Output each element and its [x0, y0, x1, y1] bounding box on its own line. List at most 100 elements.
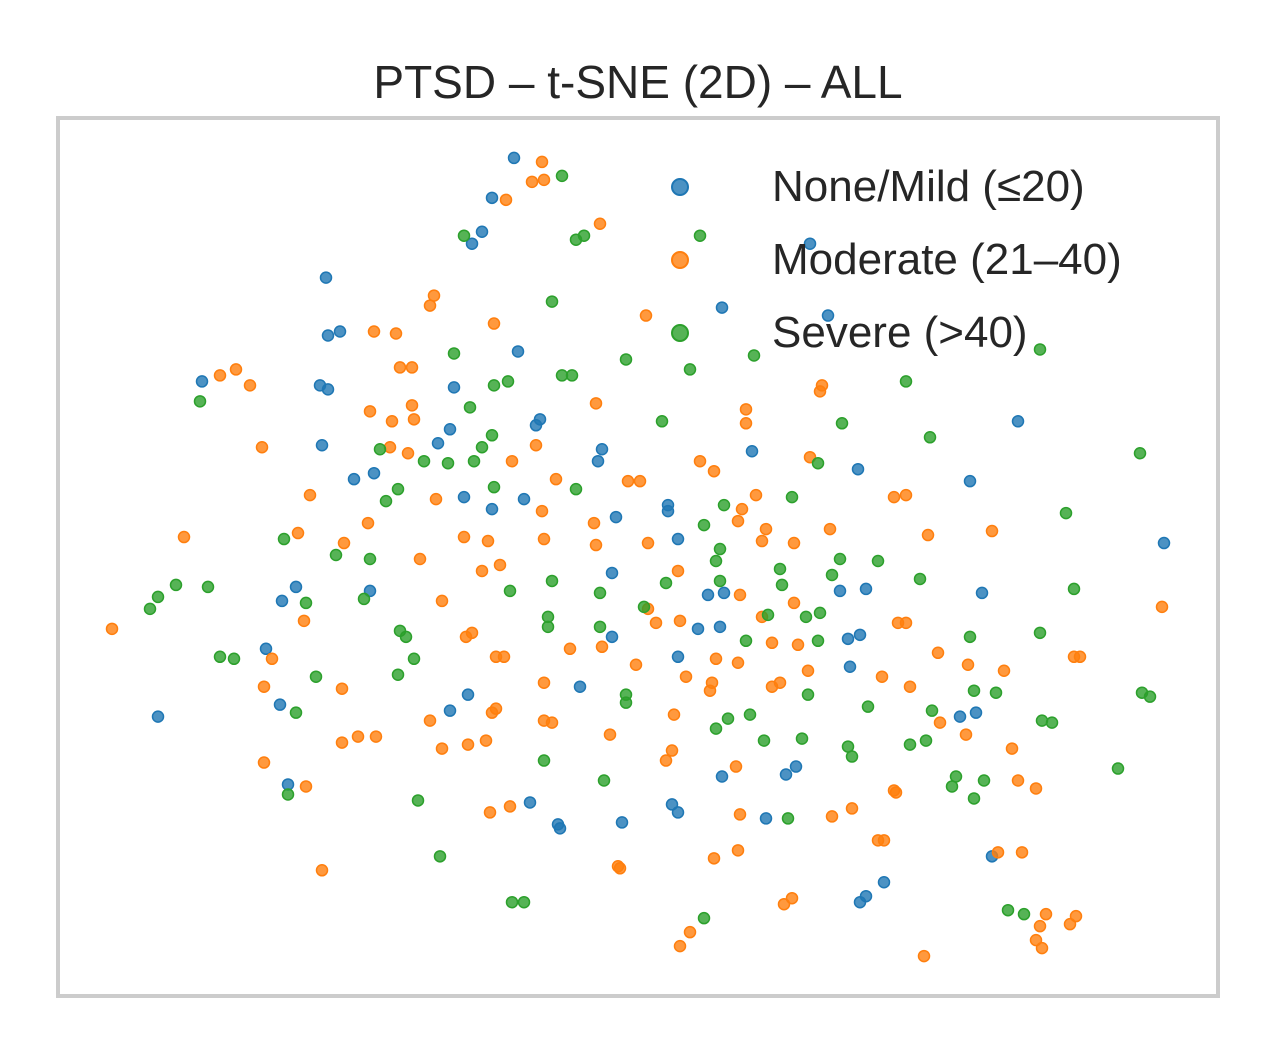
- data-point: [511, 345, 525, 358]
- data-point: [697, 911, 711, 925]
- data-point: [461, 688, 475, 701]
- data-point: [485, 502, 499, 516]
- data-point: [795, 732, 809, 745]
- data-point: [743, 708, 757, 721]
- data-point: [821, 309, 835, 322]
- data-point: [589, 538, 603, 552]
- data-point: [1111, 762, 1125, 775]
- data-point: [671, 564, 685, 578]
- data-point: [423, 714, 437, 727]
- data-point: [391, 482, 405, 496]
- data-point: [621, 474, 635, 488]
- data-point: [259, 642, 273, 656]
- data-point: [517, 492, 531, 506]
- data-point: [1017, 907, 1031, 921]
- data-point: [697, 518, 711, 532]
- data-point: [151, 710, 165, 723]
- data-point: [777, 897, 791, 911]
- data-point: [637, 600, 651, 614]
- data-point: [423, 299, 437, 312]
- data-point: [459, 630, 473, 644]
- data-point: [761, 608, 775, 622]
- data-point: [609, 510, 623, 524]
- data-point: [467, 454, 481, 468]
- data-point: [383, 441, 397, 454]
- data-point: [257, 680, 271, 693]
- data-point: [813, 385, 827, 398]
- data-point: [405, 361, 419, 374]
- data-point: [841, 632, 855, 646]
- data-point: [523, 796, 537, 809]
- data-point: [537, 173, 551, 187]
- data-point: [303, 488, 317, 502]
- data-point: [659, 576, 673, 590]
- data-point: [333, 325, 347, 338]
- data-point: [417, 454, 431, 468]
- data-point: [593, 586, 607, 600]
- data-point: [733, 588, 747, 602]
- data-point: [961, 658, 975, 672]
- data-point: [969, 706, 983, 719]
- data-point: [555, 169, 569, 183]
- data-point: [1035, 941, 1049, 955]
- data-point: [709, 722, 723, 735]
- data-point: [779, 768, 793, 781]
- data-point: [151, 590, 165, 604]
- data-point: [975, 586, 989, 600]
- data-point: [931, 646, 945, 660]
- data-point: [289, 706, 303, 719]
- data-point: [443, 704, 457, 717]
- data-point: [481, 534, 495, 548]
- data-point: [913, 572, 927, 586]
- data-point: [1015, 846, 1029, 859]
- data-point: [213, 369, 227, 382]
- data-point: [673, 614, 687, 628]
- data-point: [487, 480, 501, 494]
- data-point: [335, 736, 349, 749]
- data-point: [587, 516, 601, 530]
- data-point: [765, 636, 779, 650]
- data-point: [683, 925, 697, 939]
- data-point: [629, 658, 643, 672]
- data-point: [461, 738, 475, 751]
- data-point: [503, 800, 517, 813]
- data-point: [801, 688, 815, 701]
- data-point: [703, 684, 717, 697]
- data-point: [785, 490, 799, 504]
- data-point: [899, 375, 913, 388]
- data-point: [553, 822, 567, 835]
- data-point: [275, 594, 289, 608]
- data-point: [487, 379, 501, 392]
- data-point: [1067, 582, 1081, 596]
- data-point: [605, 630, 619, 644]
- data-point: [903, 680, 917, 693]
- data-point: [393, 361, 407, 374]
- data-point: [671, 806, 685, 819]
- data-point: [573, 680, 587, 693]
- data-point: [1133, 446, 1147, 460]
- data-point: [731, 844, 745, 857]
- data-point: [337, 536, 351, 550]
- data-point: [871, 554, 885, 568]
- data-point: [169, 578, 183, 592]
- data-point: [1073, 650, 1087, 664]
- legend-label-none-mild: None/Mild (≤20): [772, 162, 1085, 211]
- data-point: [709, 652, 723, 666]
- data-point: [853, 628, 867, 642]
- data-point: [933, 716, 947, 729]
- data-point: [903, 738, 917, 751]
- data-point: [457, 530, 471, 544]
- data-point: [691, 622, 705, 636]
- data-point: [871, 834, 885, 847]
- data-point: [787, 596, 801, 610]
- data-point: [565, 369, 579, 382]
- data-point: [1033, 343, 1047, 356]
- data-point: [413, 552, 427, 566]
- data-point: [757, 734, 771, 747]
- data-point: [735, 502, 749, 516]
- data-point: [921, 528, 935, 542]
- data-point: [853, 895, 867, 909]
- data-point: [739, 634, 753, 648]
- data-point: [373, 442, 387, 456]
